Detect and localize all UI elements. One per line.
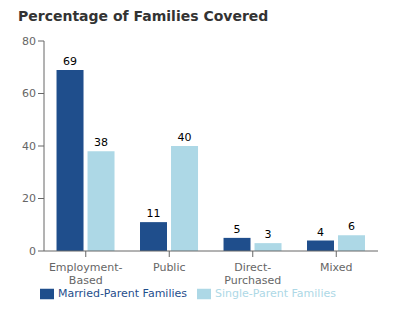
svg-text:60: 60 bbox=[22, 87, 36, 100]
svg-text:Mixed: Mixed bbox=[320, 261, 352, 274]
svg-text:0: 0 bbox=[29, 245, 36, 258]
svg-text:Direct-Purchased: Direct-Purchased bbox=[224, 261, 281, 287]
svg-text:11: 11 bbox=[147, 207, 161, 220]
html-text:Percentage of Families Covered: Percentage of Families Covered bbox=[18, 8, 269, 24]
svg-text:20: 20 bbox=[22, 192, 36, 205]
svg-text:40: 40 bbox=[178, 131, 192, 144]
svg-text:6: 6 bbox=[348, 220, 355, 233]
svg-text:38: 38 bbox=[94, 136, 108, 149]
svg-text:80: 80 bbox=[22, 35, 36, 48]
svg-text:Public: Public bbox=[153, 261, 186, 274]
svg-text:69: 69 bbox=[63, 55, 77, 68]
svg-text:5: 5 bbox=[234, 223, 241, 236]
svg-text:3: 3 bbox=[265, 228, 272, 241]
svg-text:4: 4 bbox=[317, 226, 324, 239]
svg-text:40: 40 bbox=[22, 140, 36, 153]
html-text:Married-Parent Families: Married-Parent Families bbox=[58, 287, 187, 300]
svg-text:Employment-Based: Employment-Based bbox=[49, 261, 123, 287]
html-text:Single-Parent Families: Single-Parent Families bbox=[215, 287, 336, 300]
